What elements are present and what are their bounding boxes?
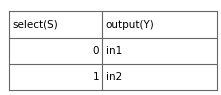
Text: select(S): select(S) xyxy=(12,20,58,30)
Text: 0: 0 xyxy=(93,46,99,56)
Bar xyxy=(9,11,217,90)
Text: output(Y): output(Y) xyxy=(106,20,154,30)
Text: in2: in2 xyxy=(106,72,122,82)
Text: in1: in1 xyxy=(106,46,122,56)
Text: 1: 1 xyxy=(92,72,99,82)
